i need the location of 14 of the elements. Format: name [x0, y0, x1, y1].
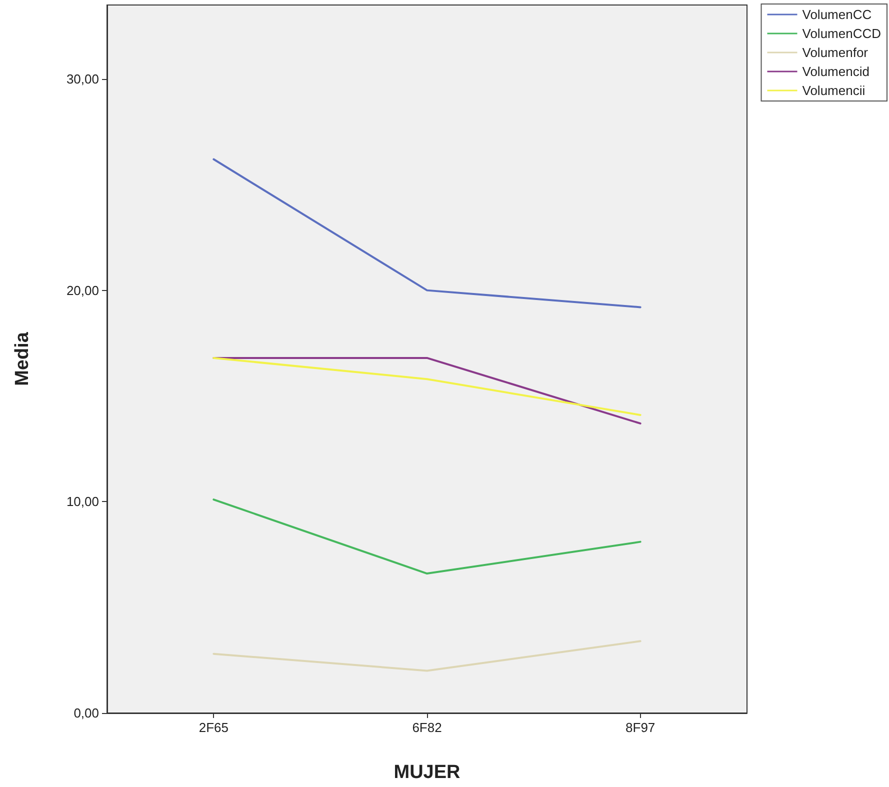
legend-label: VolumenCCD: [802, 26, 882, 41]
x-tick-label: 6F82: [412, 720, 442, 735]
y-tick-label: 10,00: [66, 494, 99, 510]
legend-label: VolumenCC: [802, 7, 872, 22]
y-tick-label: 20,00: [66, 282, 99, 298]
x-axis-title: MUJER: [394, 762, 461, 783]
y-tick-label: 30,00: [66, 71, 99, 86]
legend-label: Volumenfor: [802, 45, 869, 60]
y-tick-label: 0,00: [74, 706, 99, 720]
x-tick-label: 8F97: [626, 720, 656, 735]
x-tick-label: 2F65: [198, 720, 228, 735]
legend-label: Volumencid: [802, 64, 870, 79]
legend-label: Volumencii: [802, 83, 866, 98]
y-axis-title: Media: [12, 332, 33, 386]
